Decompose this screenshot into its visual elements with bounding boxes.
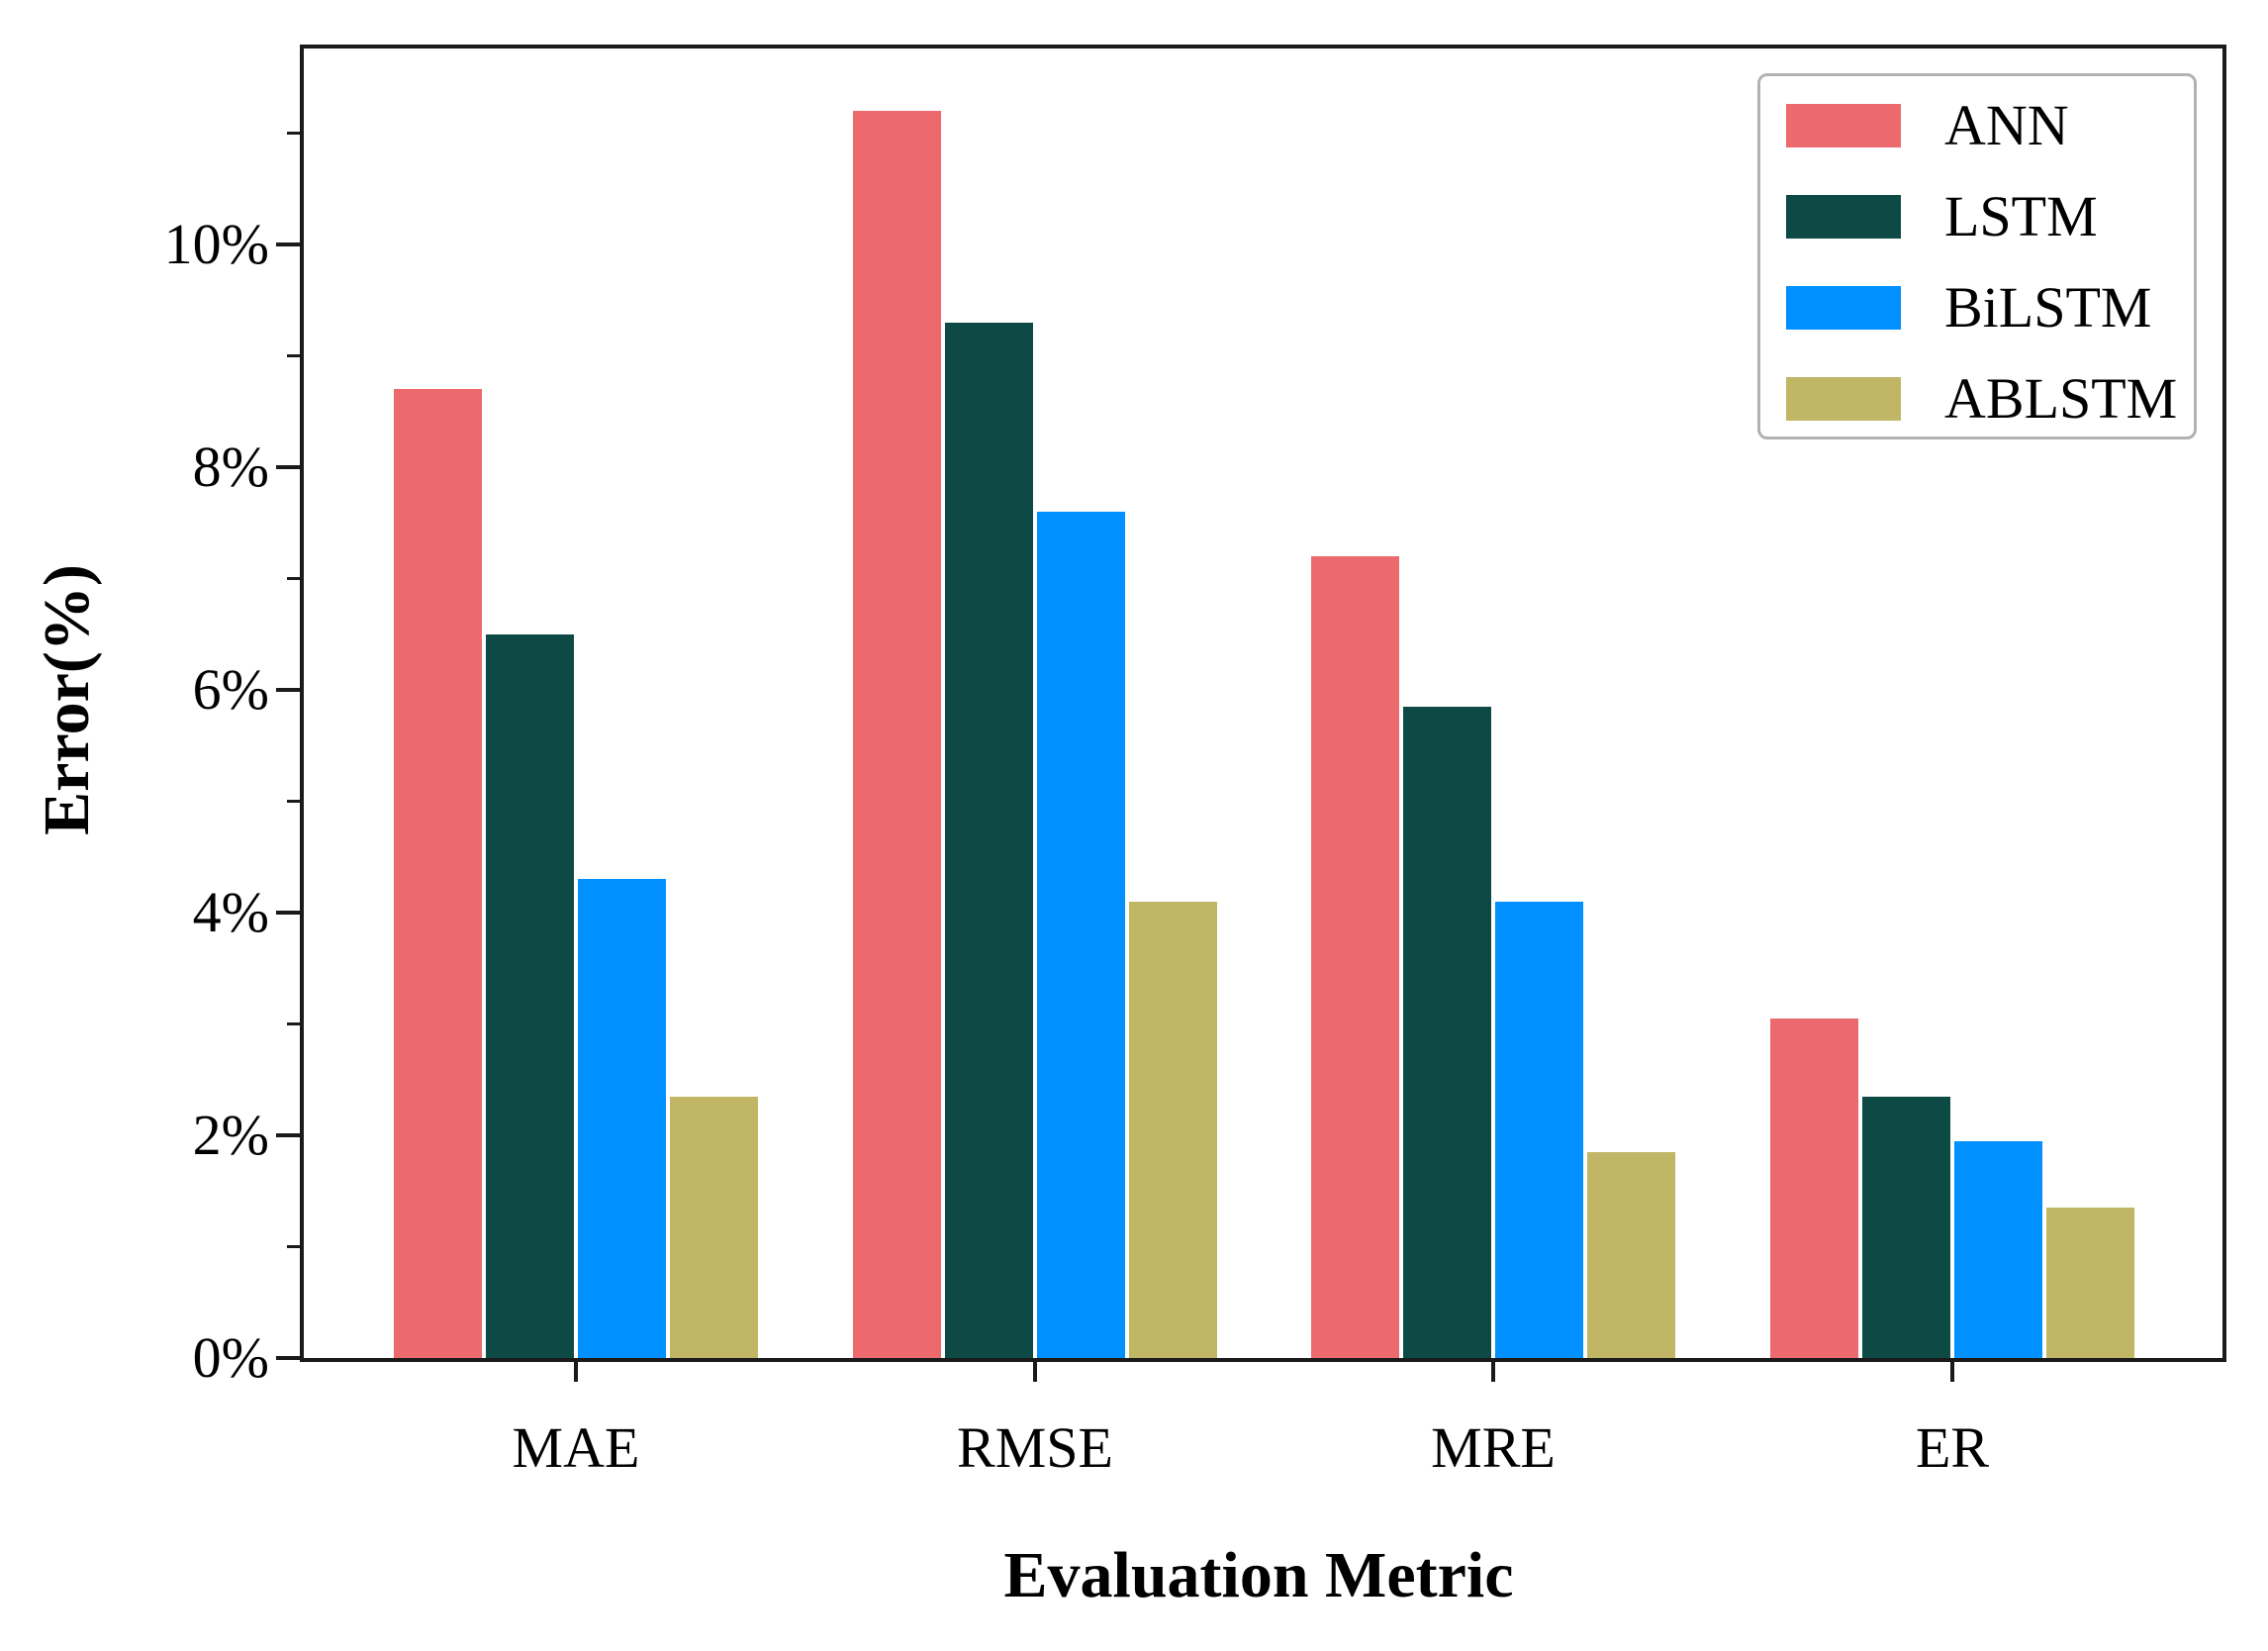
bar-rmse-ablstm bbox=[1129, 901, 1217, 1358]
bar-mae-lstm bbox=[486, 633, 574, 1358]
bar-er-ann bbox=[1770, 1018, 1858, 1358]
y-minor-tick bbox=[287, 354, 300, 357]
bar-er-ablstm bbox=[2046, 1208, 2134, 1358]
legend-row: LSTM bbox=[1760, 188, 2194, 245]
y-minor-tick bbox=[287, 1245, 300, 1248]
y-major-tick bbox=[276, 911, 300, 915]
bar-er-bilstm bbox=[1954, 1140, 2042, 1358]
x-tick-label: MAE bbox=[512, 1415, 640, 1480]
legend-label: BiLSTM bbox=[1944, 275, 2152, 340]
bar-mae-ann bbox=[394, 389, 482, 1358]
y-minor-tick bbox=[287, 577, 300, 580]
y-major-tick bbox=[276, 1356, 300, 1360]
y-major-tick bbox=[276, 243, 300, 246]
y-major-tick bbox=[276, 1133, 300, 1137]
x-tick bbox=[1491, 1358, 1495, 1382]
y-minor-tick bbox=[287, 800, 300, 803]
y-tick-label: 2% bbox=[192, 1103, 269, 1167]
y-tick-label: 8% bbox=[192, 435, 269, 499]
legend-label: ANN bbox=[1944, 93, 2069, 157]
x-axis-title: Evaluation Metric bbox=[1003, 1539, 1514, 1611]
x-tick-label: RMSE bbox=[957, 1415, 1113, 1480]
x-tick bbox=[574, 1358, 578, 1382]
y-minor-tick bbox=[287, 132, 300, 135]
legend-row: ABLSTM bbox=[1760, 370, 2194, 428]
bar-mre-ablstm bbox=[1587, 1151, 1675, 1358]
bar-mre-ann bbox=[1311, 556, 1399, 1358]
legend-swatch-ann bbox=[1786, 104, 1901, 147]
y-tick-label: 6% bbox=[192, 657, 269, 722]
y-tick-label: 0% bbox=[192, 1325, 269, 1390]
bar-rmse-ann bbox=[853, 111, 941, 1358]
x-tick-label: ER bbox=[1915, 1415, 1990, 1480]
bar-rmse-bilstm bbox=[1037, 512, 1125, 1358]
legend-label: LSTM bbox=[1944, 184, 2098, 248]
y-minor-tick bbox=[287, 1022, 300, 1025]
bar-mae-ablstm bbox=[670, 1096, 758, 1358]
bar-mae-bilstm bbox=[578, 879, 666, 1358]
x-tick-label: MRE bbox=[1431, 1415, 1556, 1480]
legend-label: ABLSTM bbox=[1944, 366, 2178, 431]
bar-er-lstm bbox=[1862, 1096, 1950, 1358]
bar-rmse-lstm bbox=[945, 322, 1033, 1358]
y-major-tick bbox=[276, 688, 300, 692]
x-tick bbox=[1033, 1358, 1037, 1382]
legend-row: ANN bbox=[1760, 97, 2194, 154]
y-tick-label: 10% bbox=[163, 212, 269, 276]
legend-row: BiLSTM bbox=[1760, 279, 2194, 337]
bar-mre-bilstm bbox=[1495, 901, 1583, 1358]
legend-swatch-ablstm bbox=[1786, 377, 1901, 421]
y-major-tick bbox=[276, 465, 300, 469]
legend: ANN LSTM BiLSTM ABLSTM bbox=[1757, 73, 2197, 439]
y-axis-title: Error(%) bbox=[31, 564, 103, 835]
legend-swatch-lstm bbox=[1786, 195, 1901, 239]
bar-mre-lstm bbox=[1403, 706, 1491, 1358]
legend-swatch-bilstm bbox=[1786, 286, 1901, 330]
y-tick-label: 4% bbox=[192, 880, 269, 944]
x-tick bbox=[1950, 1358, 1954, 1382]
